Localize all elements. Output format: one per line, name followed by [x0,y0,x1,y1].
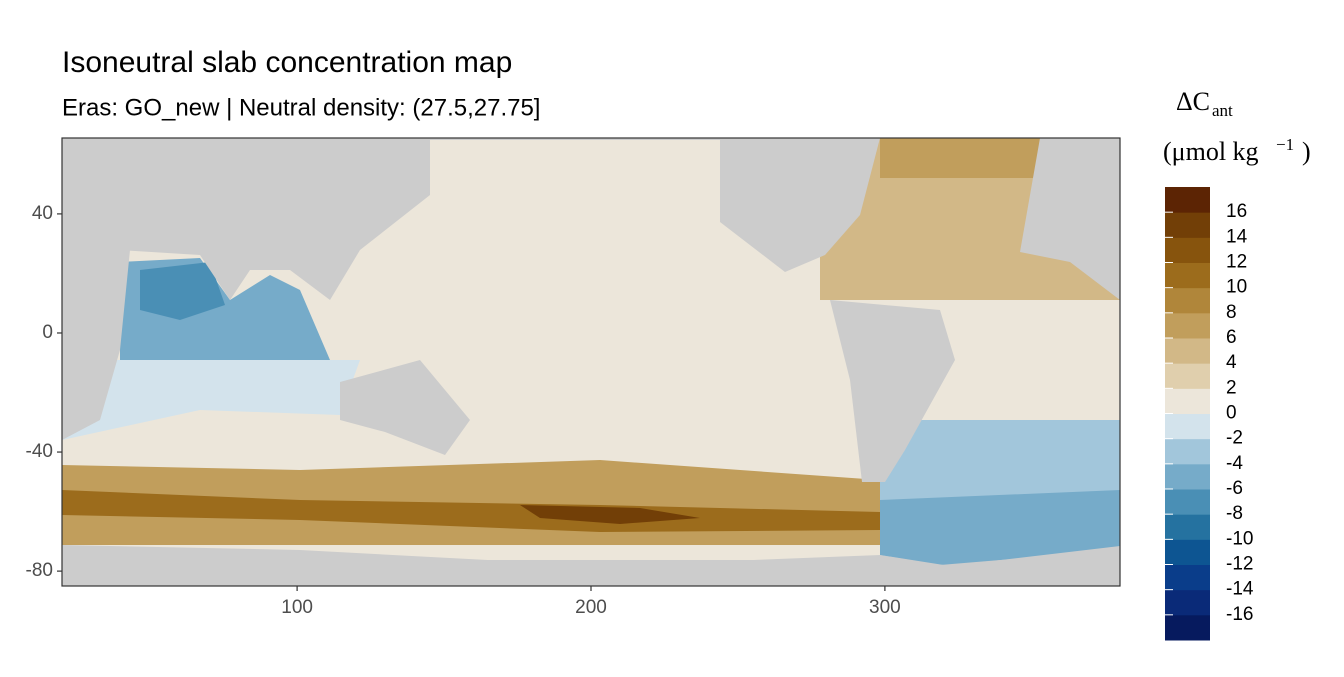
map-field [62,138,1120,586]
colorbar-bin [1165,312,1210,339]
colorbar-label: -10 [1226,528,1253,549]
colorbar-bin [1165,589,1210,616]
colorbar-bin [1165,262,1210,289]
colorbar-bin [1165,463,1210,490]
colorbar-bin [1165,363,1210,389]
colorbar-label: 12 [1226,252,1247,273]
colorbar-bin [1165,413,1210,440]
y-tick-label: -80 [26,560,53,581]
colorbar-label: 16 [1226,201,1247,222]
colorbar-bin [1165,514,1210,540]
legend-unit: (μmol kg [1163,137,1259,166]
colorbar-label: -6 [1226,478,1243,499]
legend-title: ΔC [1176,87,1210,116]
colorbar-bin [1165,388,1210,414]
y-tick-label: 40 [32,203,53,224]
colorbar-label: -14 [1226,579,1254,600]
colorbar-bin [1165,212,1210,238]
colorbar-bin [1165,539,1210,565]
colorbar-label: 8 [1226,302,1237,323]
colorbar-label: -4 [1226,453,1243,474]
colorbar-label: -8 [1226,503,1243,524]
x-tick-label: 300 [869,597,901,618]
colorbar-bin [1165,614,1210,641]
legend-unit-superscript: −1 [1276,135,1294,154]
y-tick-label: -40 [26,441,53,462]
colorbar-bin [1165,489,1210,515]
colorbar-label: 0 [1226,403,1237,424]
colorbar-label: 6 [1226,327,1237,348]
colorbar-bin [1165,237,1210,263]
colorbar-bin [1165,438,1210,465]
x-tick-label: 100 [281,597,313,618]
legend-unit-close: ) [1302,137,1311,166]
colorbar-label: 14 [1226,226,1248,247]
legend-title-subscript: ant [1212,101,1233,120]
colorbar-label: -2 [1226,428,1243,449]
colorbar-bin [1165,287,1210,314]
x-tick-label: 200 [575,597,607,618]
axes: 100 200 300400-40-801614121086420-2-4-6-8-… [26,187,1254,641]
colorbar-label: -16 [1226,604,1253,625]
colorbar-label: 4 [1226,352,1237,373]
colorbar-label: 10 [1226,277,1247,298]
colorbar-bin [1165,187,1210,213]
chart-subtitle: Eras: GO_new | Neutral density: (27.5,27… [62,94,540,121]
y-tick-label: 0 [42,322,53,343]
colorbar-label: 2 [1226,377,1237,398]
colorbar-bin [1165,338,1210,364]
colorbar-bin [1165,564,1210,591]
colorbar-label: -12 [1226,554,1253,575]
chart-title: Isoneutral slab concentration map [62,46,512,79]
